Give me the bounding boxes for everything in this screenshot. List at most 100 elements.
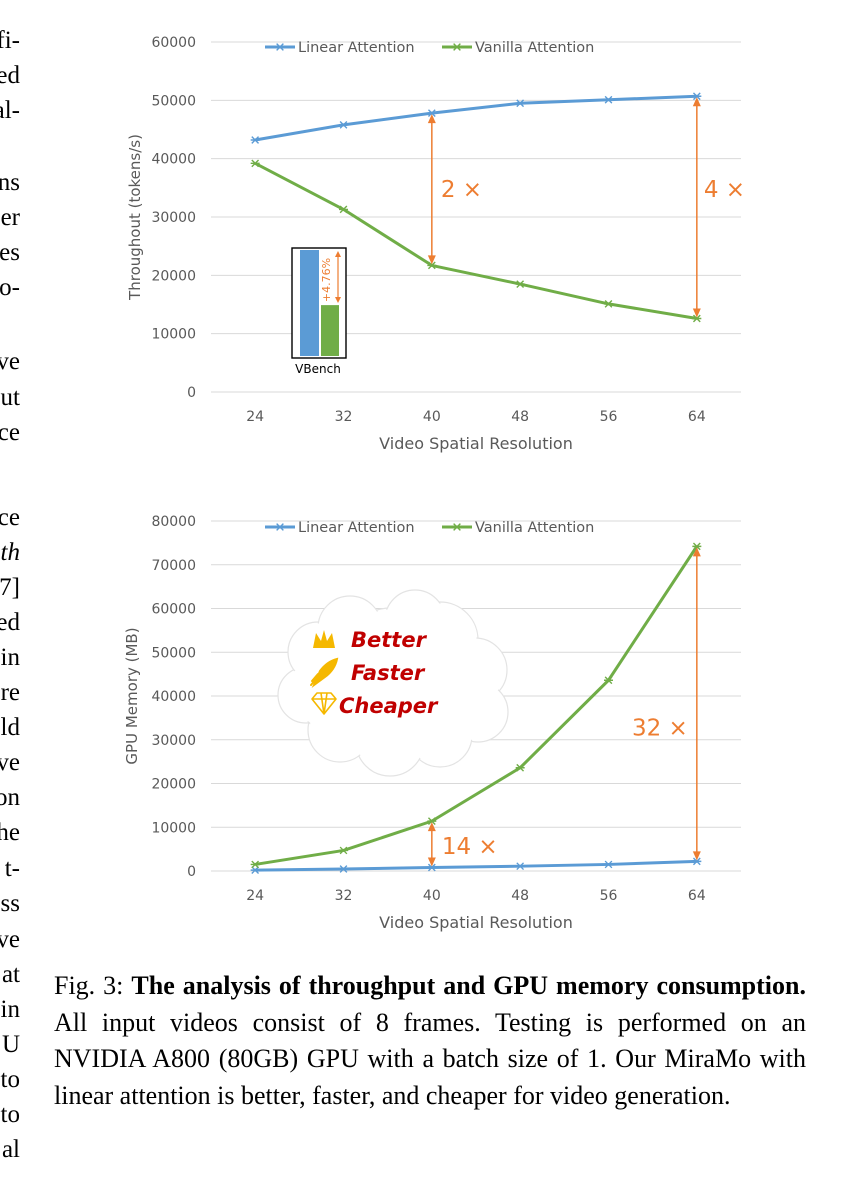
ratio-arrow-head-bottom <box>427 255 436 265</box>
ratio-arrow-head-bottom <box>692 851 701 861</box>
x-tick-label: 48 <box>511 888 529 904</box>
badge-cloud: Better Faster Cheaper <box>277 589 509 777</box>
left-column-fragment: al- <box>0 97 20 124</box>
badge-text-faster: Faster <box>351 661 426 685</box>
legend-label: Linear Attention <box>298 520 415 536</box>
data-point <box>515 280 525 288</box>
left-column-fragment: on <box>0 784 20 811</box>
y-tick-label: 60000 <box>151 35 196 51</box>
series-line <box>255 859 697 872</box>
legend: Linear Attention Vanilla Attention <box>265 520 594 536</box>
left-column-fragment: t- <box>4 855 20 882</box>
badge-text-cheaper: Cheaper <box>339 694 439 718</box>
inset-delta-label: +4.76% <box>320 258 333 302</box>
data-point <box>250 860 260 869</box>
x-tick-label: 32 <box>335 888 353 904</box>
ratio-arrow-head-top <box>692 97 701 107</box>
left-column-fragment: 7] <box>0 574 20 601</box>
crown-icon <box>313 630 335 648</box>
data-point <box>604 95 613 104</box>
data-point <box>427 109 437 118</box>
left-column-fragment: ut <box>0 384 20 411</box>
y-tick-label: 40000 <box>151 152 196 168</box>
data-point <box>339 205 348 214</box>
figure-caption: Fig. 3: The analysis of throughput and G… <box>54 968 806 1114</box>
ratio-label: 4 × <box>704 177 745 203</box>
x-tick-label: 56 <box>600 409 618 425</box>
series-line <box>254 162 698 320</box>
x-tick-label: 24 <box>246 409 264 425</box>
legend: Linear Attention Vanilla Attention <box>265 40 594 56</box>
x-tick-label: 56 <box>600 888 618 904</box>
data-point <box>250 866 260 874</box>
diamond-icon <box>311 692 337 715</box>
data-point <box>604 676 613 685</box>
left-column-fragment: ce <box>0 419 20 446</box>
left-column-fragment: o- <box>0 274 20 301</box>
left-column-fragment: ce <box>0 504 20 531</box>
data-point <box>339 120 348 129</box>
ratio-arrow-head-top <box>427 114 436 124</box>
gpu-memory-chart: 0 10000 20000 30000 40000 50000 60000 70000 8000… <box>123 514 741 932</box>
caption-prefix: Fig. 3: <box>54 971 132 1000</box>
left-column-fragment: in <box>0 644 20 671</box>
rocket-icon <box>310 657 339 688</box>
left-column-fragment: fi- <box>0 27 20 54</box>
x-tick-label: 24 <box>246 888 264 904</box>
inset-bar-linear <box>300 250 319 356</box>
left-column-fragment: ve <box>0 749 20 776</box>
left-column-fragment: al <box>1 1136 20 1163</box>
left-column-fragment: to <box>0 1101 20 1128</box>
left-column-fragment: ve <box>0 348 20 375</box>
y-tick-label: 60000 <box>151 602 196 618</box>
data-point <box>427 261 437 270</box>
inset-bar-vanilla <box>321 305 339 356</box>
y-axis-label: GPU Memory (MB) <box>123 627 141 764</box>
y-tick-label: 50000 <box>151 93 196 109</box>
series-line <box>254 94 697 142</box>
left-column-fragment: ed <box>0 62 20 89</box>
x-tick-label: 40 <box>423 409 441 425</box>
x-tick-label: 64 <box>688 888 706 904</box>
inset-arrow-head-bottom <box>335 297 341 303</box>
left-column-fragment: er <box>0 204 20 231</box>
ratio-arrow-head-top <box>427 822 436 832</box>
legend-label: Vanilla Attention <box>475 520 594 536</box>
legend-marker <box>275 43 285 51</box>
gridlines <box>211 41 741 393</box>
legend-marker <box>452 43 462 51</box>
data-point <box>339 846 348 855</box>
legend-marker <box>275 523 285 531</box>
left-column-fragment: in <box>0 996 20 1023</box>
left-column-fragment: ns <box>0 169 20 196</box>
data-point <box>604 860 613 869</box>
vbench-inset: +4.76% VBench <box>291 247 347 376</box>
left-column-fragment: re <box>0 679 20 706</box>
y-tick-label: 70000 <box>151 558 196 574</box>
y-tick-label: 10000 <box>151 327 196 343</box>
series-line <box>254 545 699 866</box>
data-point <box>339 865 348 873</box>
y-tick-label: 50000 <box>151 645 196 661</box>
left-column-fragment: he <box>0 819 20 846</box>
series-vanilla-attention <box>250 542 702 869</box>
series-linear-attention <box>250 857 702 874</box>
caption-bold: The analysis of throughput and GPU memor… <box>131 971 806 1000</box>
cloud-fill <box>296 646 384 734</box>
y-tick-label: 80000 <box>151 514 196 530</box>
x-tick-label: 32 <box>335 409 353 425</box>
caption-rest: All input videos consist of 8 frames. Te… <box>54 1007 806 1110</box>
left-column-fragment: th <box>0 539 20 566</box>
x-axis-label: Video Spatial Resolution <box>379 434 573 453</box>
left-column-text: fi-ed al-ns er es o-ve ut ce ce th 7] ed in re ld ve on… <box>0 0 40 1178</box>
left-column-fragment: U <box>1 1031 20 1058</box>
inset-label: VBench <box>295 362 341 376</box>
ratio-arrow-head-bottom <box>427 857 436 867</box>
cloud-fill <box>396 646 484 734</box>
data-point <box>692 857 702 866</box>
data-point <box>515 862 525 871</box>
x-axis-label: Video Spatial Resolution <box>379 913 573 932</box>
data-point <box>692 314 702 323</box>
left-column-fragment: es <box>0 239 20 266</box>
data-point <box>515 763 525 772</box>
